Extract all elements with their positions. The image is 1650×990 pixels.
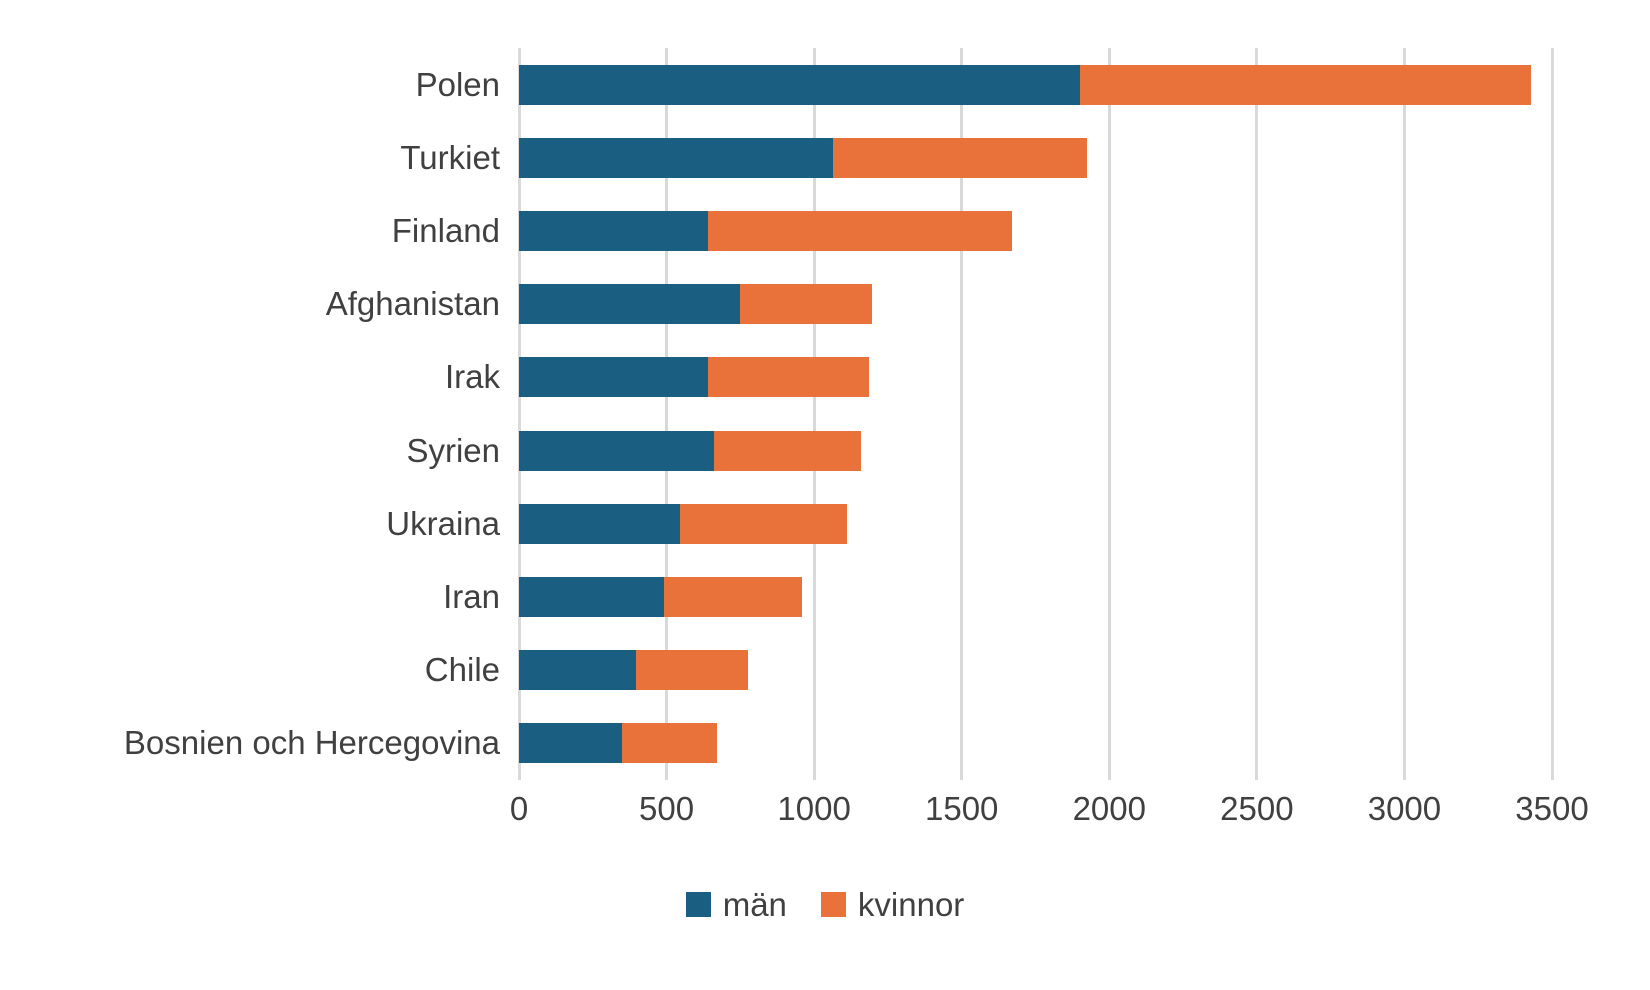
bar-row xyxy=(519,64,1552,105)
x-tick-label-1500: 1500 xyxy=(924,790,999,827)
bar-segment-kvinnor xyxy=(635,650,748,691)
x-tick-label-1000: 1000 xyxy=(777,790,851,827)
x-tick-label-2500: 2500 xyxy=(1220,790,1294,827)
x-tick-label-0: 0 xyxy=(509,790,529,827)
bar-segment-män xyxy=(519,430,714,471)
y-axis-label-9: Chile xyxy=(424,651,500,689)
legend-swatch-icon xyxy=(685,892,711,917)
bar-row xyxy=(519,284,1552,325)
bar-segment-män xyxy=(519,723,623,764)
y-axis-label-10: Bosnien och Hercegovina xyxy=(123,724,500,762)
bars-layer xyxy=(519,48,1552,780)
plot-area xyxy=(517,48,1554,780)
gridline-500 xyxy=(665,48,669,780)
bar-segment-kvinnor xyxy=(833,137,1088,178)
bar-segment-män xyxy=(519,577,664,617)
y-axis-label-2: Turkiet xyxy=(400,138,500,176)
gridline-2000 xyxy=(1107,48,1111,780)
x-tick-label-3500: 3500 xyxy=(1515,790,1589,827)
bar-row xyxy=(519,137,1552,178)
chart-legend: män kvinnor xyxy=(0,888,1650,921)
legend-item-kvinnor[interactable]: kvinnor xyxy=(820,886,965,923)
bar-segment-män xyxy=(519,650,636,691)
bar-segment-män xyxy=(519,137,834,178)
legend-swatch-icon xyxy=(820,892,846,917)
y-axis-label-4: Afghanistan xyxy=(325,285,500,323)
x-tick-label-2000: 2000 xyxy=(1072,790,1146,827)
y-axis-label-7: Ukraina xyxy=(386,504,500,542)
y-axis-label-1: Polen xyxy=(415,65,500,103)
x-tick-label-3000: 3000 xyxy=(1367,790,1442,827)
legend-label: kvinnor xyxy=(857,886,965,923)
x-tick-label-500: 500 xyxy=(639,790,695,827)
bar-segment-kvinnor xyxy=(622,723,717,764)
bar-segment-män xyxy=(519,211,708,251)
bar-row xyxy=(519,357,1552,398)
axis-line-zero xyxy=(517,48,521,780)
gridline-1500 xyxy=(960,48,964,780)
y-axis-label-5: Irak xyxy=(444,358,500,396)
bar-segment-kvinnor xyxy=(707,357,869,398)
gridline-3500 xyxy=(1550,48,1554,780)
bar-segment-män xyxy=(519,64,1080,105)
bar-segment-kvinnor xyxy=(679,503,847,544)
bar-segment-män xyxy=(519,357,708,398)
legend-label: män xyxy=(722,886,787,923)
bar-row xyxy=(519,430,1552,471)
y-axis-label-3: Finland xyxy=(391,212,500,249)
bar-row xyxy=(519,211,1552,251)
bar-row xyxy=(519,577,1552,617)
gridline-3000 xyxy=(1402,48,1406,780)
gridline-2500 xyxy=(1255,48,1259,780)
y-axis-label-6: Syrien xyxy=(406,431,500,469)
bar-row xyxy=(519,503,1552,544)
bar-segment-kvinnor xyxy=(740,284,872,325)
bar-segment-män xyxy=(519,503,680,544)
y-axis-label-8: Iran xyxy=(443,578,500,615)
gridline-1000 xyxy=(812,48,816,780)
bar-segment-kvinnor xyxy=(663,577,803,617)
bar-row xyxy=(519,650,1552,691)
bar-row xyxy=(519,723,1552,764)
bar-segment-kvinnor xyxy=(713,430,862,471)
bar-segment-kvinnor xyxy=(1079,64,1532,105)
bar-segment-män xyxy=(519,284,741,325)
bar-segment-kvinnor xyxy=(707,211,1012,251)
legend-item-män[interactable]: män xyxy=(685,886,787,923)
